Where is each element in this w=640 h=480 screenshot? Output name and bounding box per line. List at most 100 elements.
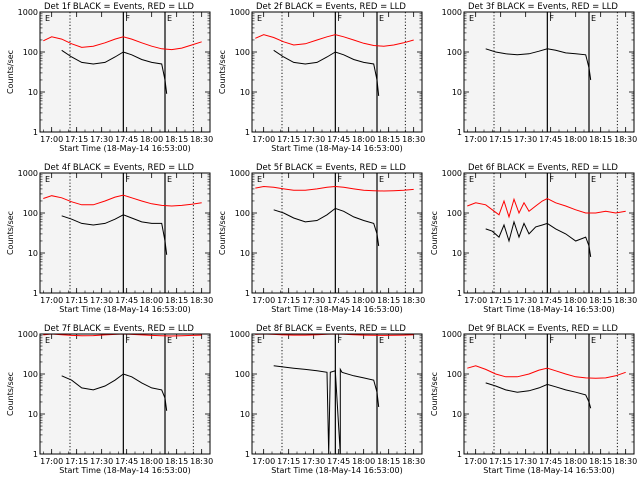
y-axis-label: Counts/sec: [6, 211, 15, 255]
plot-frame: [39, 333, 211, 455]
x-tick-label: 17:15: [489, 135, 512, 144]
x-tick-label: 17:00: [252, 135, 275, 144]
y-tick-label: 1: [457, 128, 462, 137]
x-tick-label: 18:00: [140, 457, 163, 466]
lld-series-line: [43, 194, 202, 207]
marker-label: E: [379, 14, 384, 23]
y-tick-label: 1: [33, 289, 38, 298]
x-tick-label: 17:30: [90, 135, 113, 144]
plot-frame: [463, 172, 635, 294]
x-tick-label: 17:15: [489, 296, 512, 305]
y-tick-label: 100: [235, 48, 250, 57]
y-tick-label: 1000: [230, 169, 250, 178]
x-tick-label: 17:45: [327, 457, 350, 466]
marker-label: E: [379, 175, 384, 184]
x-axis-label: Start Time (18-May-14 16:53:00): [483, 305, 614, 314]
plot-area: [252, 12, 422, 132]
x-tick-label: 17:00: [252, 457, 275, 466]
x-tick-label: 18:00: [564, 296, 587, 305]
y-tick-label: 10: [452, 410, 462, 419]
x-tick-label: 18:15: [165, 457, 188, 466]
y-tick-label: 1000: [230, 330, 250, 339]
plot-area: [252, 173, 422, 293]
y-axis-label: Counts/sec: [6, 372, 15, 416]
plot-frame: [463, 333, 635, 455]
x-tick-label: 17:30: [514, 296, 537, 305]
events-series-line: [61, 214, 168, 255]
chart-title: Det 4f BLACK = Events, RED = LLD: [44, 163, 194, 173]
events-series-line: [273, 365, 380, 455]
chart-panel: Det 3f BLACK = Events, RED = LLD 1 10 100 10…: [442, 2, 638, 144]
y-axis-label: Counts/sec: [430, 372, 439, 416]
events-series-line: [273, 207, 380, 247]
marker-label: F: [337, 336, 342, 345]
y-tick-label: 10: [28, 249, 38, 258]
lld-series-line: [255, 185, 414, 192]
chart-title: Det 2f BLACK = Events, RED = LLD: [256, 2, 406, 12]
chart-panel: Det 6f BLACK = Events, RED = LLD 1 10 100 10…: [430, 163, 637, 314]
lld-series-line: [255, 34, 414, 47]
y-tick-label: 100: [235, 370, 250, 379]
x-tick-label: 18:00: [564, 135, 587, 144]
x-tick-label: 18:15: [165, 296, 188, 305]
x-tick-label: 17:45: [539, 296, 562, 305]
y-tick-label: 10: [240, 88, 250, 97]
x-axis-label: Start Time (18-May-14 16:53:00): [271, 466, 402, 475]
plot-area: [464, 12, 634, 132]
marker-label: E: [469, 175, 474, 184]
x-tick-label: 18:30: [190, 296, 213, 305]
x-tick-label: 18:00: [140, 296, 163, 305]
x-axis-label: Start Time (18-May-14 16:53:00): [59, 305, 190, 314]
plot-frame: [39, 172, 211, 294]
y-tick-label: 10: [240, 410, 250, 419]
lld-series-line: [43, 36, 202, 51]
x-tick-label: 17:30: [90, 296, 113, 305]
plot-frame: [251, 172, 423, 294]
chart-panel: Det 7f BLACK = Events, RED = LLD 1 10 100 10…: [6, 324, 213, 475]
events-series-line: [485, 48, 592, 81]
plot-area: [40, 12, 210, 132]
chart-title: Det 1f BLACK = Events, RED = LLD: [44, 2, 194, 12]
y-tick-label: 1: [245, 450, 250, 459]
y-tick-label: 1: [33, 128, 38, 137]
x-tick-label: 17:45: [539, 135, 562, 144]
x-tick-label: 18:30: [190, 457, 213, 466]
lld-series-line: [467, 197, 626, 219]
y-axis-label: Counts/sec: [430, 211, 439, 255]
chart-title: Det 5f BLACK = Events, RED = LLD: [256, 163, 406, 173]
x-tick-label: 17:00: [40, 457, 63, 466]
x-tick-label: 17:00: [40, 135, 63, 144]
x-tick-label: 18:15: [589, 296, 612, 305]
x-tick-label: 18:30: [402, 135, 425, 144]
x-tick-label: 18:00: [352, 457, 375, 466]
x-tick-label: 18:00: [140, 135, 163, 144]
x-tick-label: 17:00: [464, 135, 487, 144]
x-tick-label: 17:30: [302, 457, 325, 466]
marker-label: F: [337, 175, 342, 184]
marker-label: E: [257, 336, 262, 345]
y-axis-label: Counts/sec: [6, 50, 15, 94]
events-series-line: [485, 382, 592, 409]
y-tick-label: 1: [457, 450, 462, 459]
y-axis-label: Counts/sec: [218, 50, 227, 94]
y-tick-label: 10: [452, 88, 462, 97]
y-tick-label: 10: [28, 410, 38, 419]
events-series-line: [485, 220, 592, 257]
marker-label: E: [469, 14, 474, 23]
x-tick-label: 18:30: [402, 457, 425, 466]
x-tick-label: 17:15: [65, 296, 88, 305]
marker-label: F: [549, 336, 554, 345]
x-tick-label: 17:45: [115, 135, 138, 144]
marker-label: F: [337, 14, 342, 23]
chart-panel: Det 4f BLACK = Events, RED = LLD 1 10 100 10…: [6, 163, 213, 314]
chart-title: Det 7f BLACK = Events, RED = LLD: [44, 324, 194, 334]
x-tick-label: 18:30: [614, 457, 637, 466]
x-tick-label: 17:00: [464, 457, 487, 466]
plot-frame: [251, 333, 423, 455]
x-tick-label: 17:00: [252, 296, 275, 305]
y-tick-label: 1000: [230, 8, 250, 17]
y-tick-label: 100: [23, 370, 38, 379]
x-tick-label: 17:15: [277, 457, 300, 466]
